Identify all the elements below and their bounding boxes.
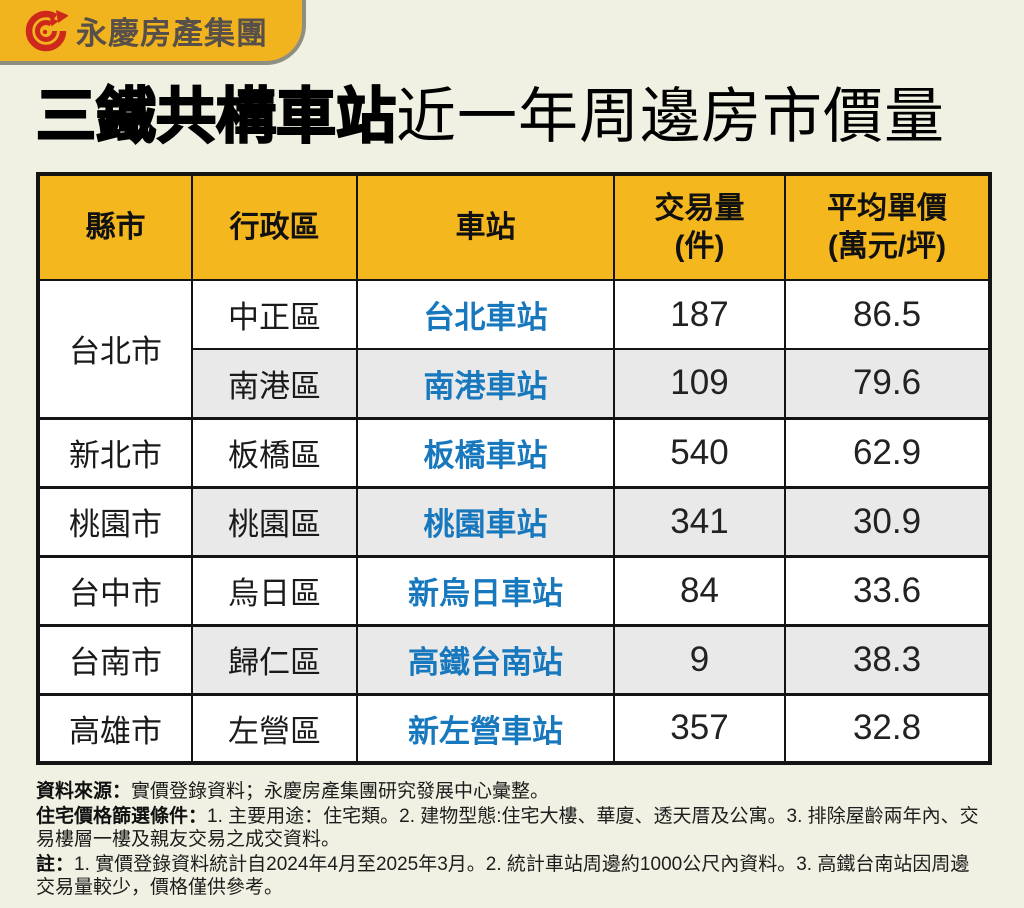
station-cell: 桃園車站 bbox=[356, 485, 615, 557]
station-cell: 新烏日車站 bbox=[356, 554, 615, 626]
note-source-text: 實價登錄資料；永慶房產集團研究發展中心彙整。 bbox=[131, 781, 550, 802]
price-cell: 38.3 bbox=[784, 623, 991, 695]
city-cell: 台中市 bbox=[37, 554, 193, 626]
footnotes: 資料來源：實價登錄資料；永慶房產集團研究發展中心彙整。 住宅價格篩選條件：1. … bbox=[36, 780, 988, 901]
header-county: 縣市 bbox=[37, 173, 193, 281]
city-cell: 台南市 bbox=[37, 623, 193, 695]
station-cell: 南港車站 bbox=[356, 348, 615, 419]
price-cell: 30.9 bbox=[784, 485, 991, 557]
volume-cell: 84 bbox=[613, 554, 786, 626]
district-cell: 左營區 bbox=[191, 692, 358, 764]
city-cell: 高雄市 bbox=[37, 692, 193, 764]
note-criteria-label: 住宅價格篩選條件： bbox=[36, 805, 208, 827]
title-rest: 近一年周邊房市價量 bbox=[396, 83, 945, 150]
table-row-hsr-tainan: 台南市 歸仁區 高鐵台南站 9 38.3 bbox=[37, 623, 991, 695]
note-remarks-label: 註： bbox=[36, 853, 75, 875]
city-cell: 桃園市 bbox=[37, 485, 193, 557]
table-row-taipei-main: 台北市 中正區 台北車站 187 86.5 bbox=[37, 279, 991, 419]
note-criteria: 住宅價格篩選條件：1. 主要用途：住宅類。2. 建物型態:住宅大樓、華廈、透天厝… bbox=[36, 805, 988, 852]
district-cell: 南港區 bbox=[191, 348, 358, 419]
table-row-xinzuoying: 高雄市 左營區 新左營車站 357 32.8 bbox=[37, 692, 991, 764]
station-cell: 新左營車站 bbox=[356, 692, 615, 764]
title-emphasis: 三鐵共構車站 bbox=[35, 82, 397, 151]
station-cell: 台北車站 bbox=[356, 279, 615, 350]
volume-cell: 357 bbox=[613, 692, 786, 764]
price-cell: 33.6 bbox=[784, 554, 991, 626]
table-row-nangang: 南港區 南港車站 109 79.6 bbox=[38, 348, 991, 419]
note-criteria-text: 1. 主要用途：住宅類。2. 建物型態:住宅大樓、華廈、透天厝及公寓。3. 排除… bbox=[36, 805, 979, 851]
header-volume: 交易量 (件) bbox=[613, 173, 786, 281]
price-cell: 62.9 bbox=[784, 416, 991, 488]
station-cell: 高鐵台南站 bbox=[356, 623, 615, 695]
note-remarks-text: 1. 實價登錄資料統計自2024年4月至2025年3月。2. 統計車站周邊約10… bbox=[36, 853, 970, 899]
station-housing-table: 縣市 行政區 車站 交易量 (件) 平均單價 (萬元/坪) 台北市 中正區 台北車站… bbox=[36, 172, 992, 765]
city-cell: 新北市 bbox=[37, 416, 193, 488]
district-cell: 板橋區 bbox=[191, 416, 358, 488]
volume-cell: 109 bbox=[613, 348, 786, 419]
district-cell: 中正區 bbox=[191, 279, 358, 350]
table-row-xinwuri: 台中市 烏日區 新烏日車站 84 33.6 bbox=[37, 554, 991, 626]
volume-cell: 341 bbox=[613, 485, 786, 557]
note-remarks: 註：1. 實價登錄資料統計自2024年4月至2025年3月。2. 統計車站周邊約… bbox=[36, 853, 988, 900]
volume-cell: 540 bbox=[613, 416, 786, 488]
header-station: 車站 bbox=[356, 173, 615, 281]
price-cell: 86.5 bbox=[784, 279, 991, 350]
table-header-row: 縣市 行政區 車站 交易量 (件) 平均單價 (萬元/坪) bbox=[37, 173, 991, 281]
logo-text: 永慶房產集團 bbox=[76, 16, 268, 51]
table-row-taoyuan: 桃園市 桃園區 桃園車站 341 30.9 bbox=[37, 485, 991, 557]
district-cell: 桃園區 bbox=[191, 485, 358, 557]
yungching-spiral-arrow-icon bbox=[25, 9, 68, 51]
note-source: 資料來源：實價登錄資料；永慶房產集團研究發展中心彙整。 bbox=[36, 780, 988, 804]
page-title: 三鐵共構車站近一年周邊房市價量 bbox=[35, 80, 1016, 154]
header-district: 行政區 bbox=[191, 173, 358, 281]
header-price: 平均單價 (萬元/坪) bbox=[784, 173, 991, 281]
table-row-banqiao: 新北市 板橋區 板橋車站 540 62.9 bbox=[37, 416, 991, 488]
price-cell: 32.8 bbox=[784, 692, 991, 764]
price-cell: 79.6 bbox=[784, 348, 991, 419]
volume-cell: 187 bbox=[613, 279, 786, 350]
district-cell: 烏日區 bbox=[191, 554, 358, 626]
district-cell: 歸仁區 bbox=[191, 623, 358, 695]
logo-banner: 永慶房產集團 bbox=[0, 0, 302, 61]
volume-cell: 9 bbox=[613, 623, 786, 695]
city-cell: 台北市 bbox=[37, 279, 193, 419]
station-cell: 板橋車站 bbox=[356, 416, 615, 488]
note-source-label: 資料來源： bbox=[36, 781, 132, 802]
